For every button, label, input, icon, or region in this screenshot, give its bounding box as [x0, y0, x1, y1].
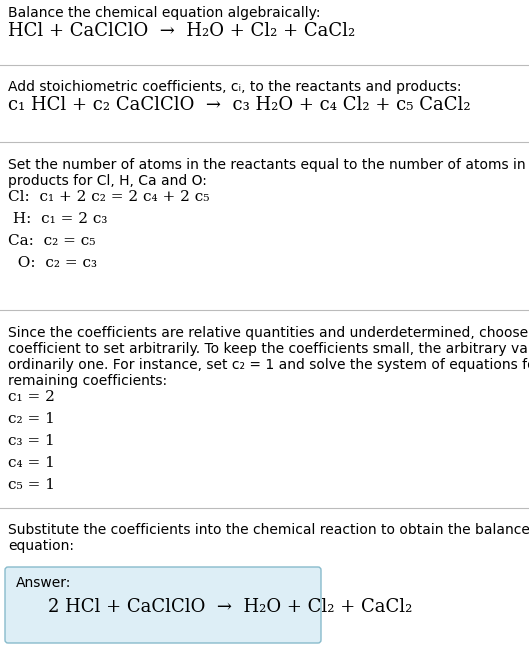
Text: Cl:  c₁ + 2 c₂ = 2 c₄ + 2 c₅: Cl: c₁ + 2 c₂ = 2 c₄ + 2 c₅ [8, 190, 209, 204]
Text: Balance the chemical equation algebraically:: Balance the chemical equation algebraica… [8, 6, 321, 20]
Text: Answer:: Answer: [16, 576, 71, 590]
Text: Substitute the coefficients into the chemical reaction to obtain the balanced: Substitute the coefficients into the che… [8, 523, 529, 537]
Text: Add stoichiometric coefficients, cᵢ, to the reactants and products:: Add stoichiometric coefficients, cᵢ, to … [8, 80, 461, 94]
Text: Ca:  c₂ = c₅: Ca: c₂ = c₅ [8, 234, 96, 248]
FancyBboxPatch shape [5, 567, 321, 643]
Text: c₁ = 2: c₁ = 2 [8, 390, 55, 404]
Text: remaining coefficients:: remaining coefficients: [8, 374, 167, 388]
Text: c₁ HCl + c₂ CaClClO  →  c₃ H₂O + c₄ Cl₂ + c₅ CaCl₂: c₁ HCl + c₂ CaClClO → c₃ H₂O + c₄ Cl₂ + … [8, 96, 471, 114]
Text: H:  c₁ = 2 c₃: H: c₁ = 2 c₃ [8, 212, 107, 226]
Text: c₅ = 1: c₅ = 1 [8, 478, 55, 492]
Text: O:  c₂ = c₃: O: c₂ = c₃ [8, 256, 97, 270]
Text: 2 HCl + CaClClO  →  H₂O + Cl₂ + CaCl₂: 2 HCl + CaClClO → H₂O + Cl₂ + CaCl₂ [48, 598, 413, 616]
Text: Set the number of atoms in the reactants equal to the number of atoms in the: Set the number of atoms in the reactants… [8, 158, 529, 172]
Text: c₃ = 1: c₃ = 1 [8, 434, 54, 448]
Text: HCl + CaClClO  →  H₂O + Cl₂ + CaCl₂: HCl + CaClClO → H₂O + Cl₂ + CaCl₂ [8, 22, 355, 40]
Text: ordinarily one. For instance, set c₂ = 1 and solve the system of equations for t: ordinarily one. For instance, set c₂ = 1… [8, 358, 529, 372]
Text: c₂ = 1: c₂ = 1 [8, 412, 55, 426]
Text: c₄ = 1: c₄ = 1 [8, 456, 55, 470]
Text: products for Cl, H, Ca and O:: products for Cl, H, Ca and O: [8, 174, 207, 188]
Text: Since the coefficients are relative quantities and underdetermined, choose a: Since the coefficients are relative quan… [8, 326, 529, 340]
Text: coefficient to set arbitrarily. To keep the coefficients small, the arbitrary va: coefficient to set arbitrarily. To keep … [8, 342, 529, 356]
Text: equation:: equation: [8, 539, 74, 553]
